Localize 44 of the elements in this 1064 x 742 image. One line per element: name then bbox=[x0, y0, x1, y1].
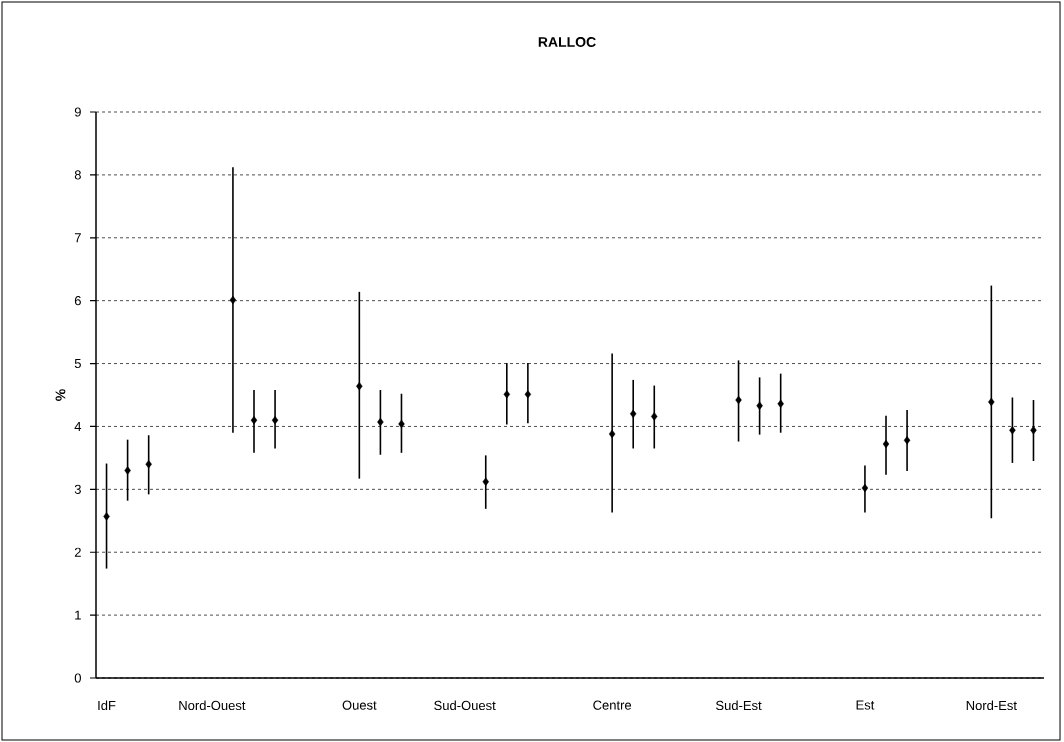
point bbox=[124, 466, 131, 475]
point bbox=[377, 417, 384, 427]
y-axis-title: % bbox=[55, 389, 66, 401]
y-tick-label: 3 bbox=[74, 484, 81, 494]
y-tick-label: 7 bbox=[74, 233, 81, 243]
point bbox=[250, 415, 258, 425]
point bbox=[756, 401, 763, 410]
point bbox=[145, 459, 152, 469]
point bbox=[1009, 426, 1016, 435]
x-tick-label: Centre bbox=[593, 700, 632, 710]
y-tick-label: 9 bbox=[74, 107, 81, 117]
x-tick-label: Nord-Ouest bbox=[179, 700, 246, 711]
chart-title: RALLOC bbox=[538, 37, 596, 47]
point bbox=[630, 409, 637, 419]
point bbox=[777, 399, 784, 409]
x-tick-label: Sud-Est bbox=[716, 700, 762, 711]
point bbox=[735, 395, 742, 405]
x-tick-label: IdF bbox=[98, 700, 116, 711]
point bbox=[398, 419, 405, 429]
point bbox=[229, 295, 237, 305]
y-tick-label: 6 bbox=[74, 296, 81, 306]
point bbox=[524, 390, 532, 399]
x-tick-label: Nord-Est bbox=[966, 700, 1017, 711]
y-tick-label: 1 bbox=[75, 610, 81, 620]
x-tick-label: Sud-Ouest bbox=[434, 700, 496, 711]
y-tick-label: 8 bbox=[74, 170, 81, 180]
point bbox=[651, 412, 658, 421]
y-tick-label: 5 bbox=[74, 359, 81, 369]
x-tick-label: Est bbox=[856, 700, 875, 710]
y-tick-label: 4 bbox=[74, 421, 82, 431]
point bbox=[1030, 426, 1037, 435]
point bbox=[861, 483, 869, 493]
y-tick-label: 0 bbox=[74, 673, 81, 683]
point bbox=[482, 477, 489, 486]
point bbox=[988, 397, 995, 407]
point bbox=[356, 382, 363, 391]
point bbox=[103, 512, 110, 521]
point bbox=[271, 415, 279, 425]
point bbox=[503, 390, 511, 399]
point bbox=[608, 429, 616, 439]
point bbox=[903, 436, 911, 445]
x-tick-label: Ouest bbox=[342, 700, 377, 710]
point bbox=[882, 439, 890, 449]
y-tick-label: 2 bbox=[74, 547, 81, 557]
